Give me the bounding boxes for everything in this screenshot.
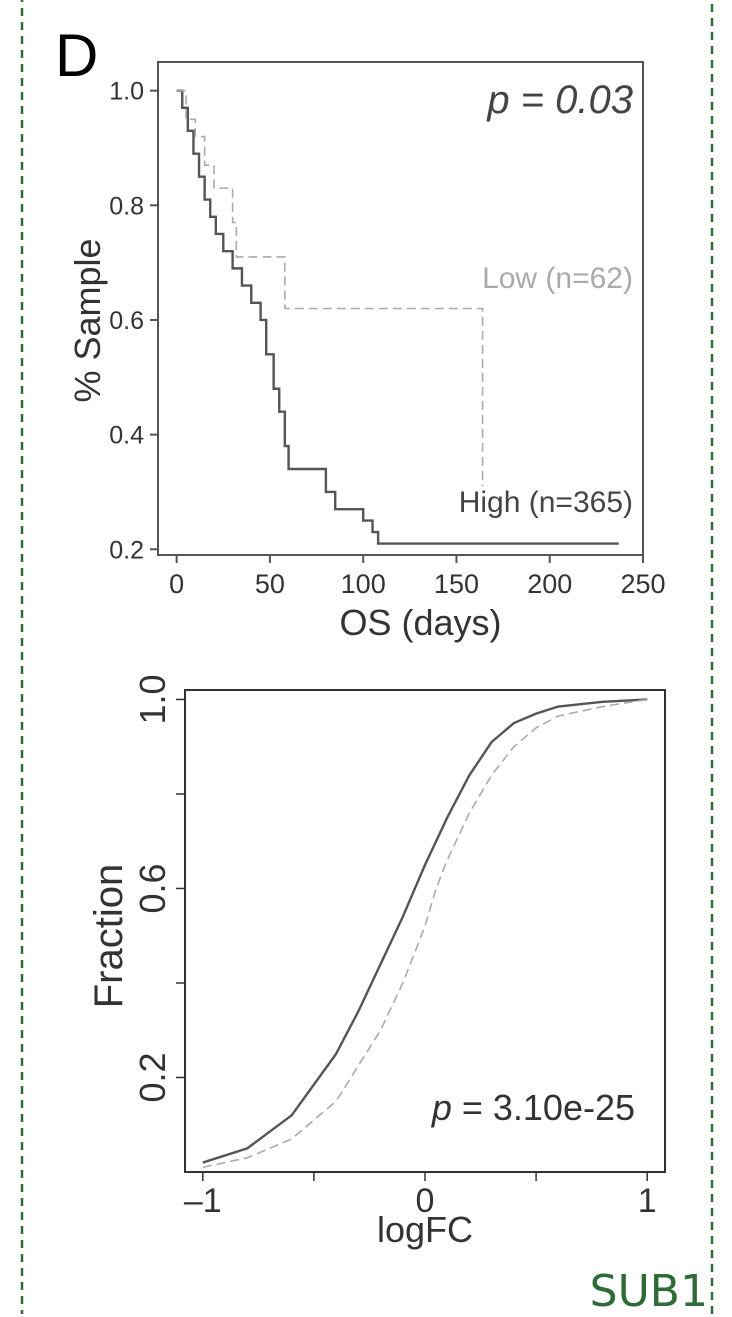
gene-label: SUB1 xyxy=(589,1266,708,1317)
x-tick-label: 0 xyxy=(416,1182,435,1220)
x-axis-label: OS (days) xyxy=(339,602,501,643)
x-tick-label: 50 xyxy=(255,569,285,599)
y-axis-label: % Sample xyxy=(67,238,108,402)
x-tick-label: –1 xyxy=(184,1182,222,1220)
low-survival-line xyxy=(176,89,484,487)
y-tick-label: 0.2 xyxy=(109,536,144,564)
p-value-annotation: p = 0.03 xyxy=(486,78,633,122)
y-tick-label: 0.6 xyxy=(109,307,144,335)
y-tick-label: 0.8 xyxy=(109,192,144,220)
cdf-fraction-chart: 0.2 0.6 1.0 –1 0 1 logFC Fraction p = 3.10e-25 xyxy=(87,674,666,1250)
solid-cdf-line xyxy=(202,698,648,1164)
high-survival-line xyxy=(176,89,619,545)
km-survival-chart: 0.2 0.4 0.6 0.8 1.0 0 50 100 150 200 250 OS (days)%… xyxy=(67,61,666,643)
low-series-label: Low (n=62) xyxy=(482,262,633,295)
y-axis-label: Fraction xyxy=(87,864,131,1009)
plot-frame xyxy=(157,61,644,556)
y-tick-label: 1.0 xyxy=(109,78,144,106)
x-tick-label: 250 xyxy=(620,569,665,599)
dashed-cdf-line xyxy=(202,698,648,1169)
x-tick-label: 1 xyxy=(638,1182,657,1220)
x-tick-label: 100 xyxy=(341,569,386,599)
x-tick-label: 0 xyxy=(169,569,184,599)
p-value-annotation: p = 3.10e-25 xyxy=(431,1087,635,1128)
high-series-label: High (n=365) xyxy=(459,486,633,519)
y-tick-label: 1.0 xyxy=(132,674,173,724)
y-tick-label: 0.2 xyxy=(132,1052,173,1102)
y-tick-label: 0.6 xyxy=(132,863,173,913)
y-tick-label: 0.4 xyxy=(109,422,144,450)
x-tick-label: 150 xyxy=(434,569,479,599)
panel-letter: D xyxy=(55,22,99,89)
x-axis-label: logFC xyxy=(377,1209,473,1250)
x-tick-label: 200 xyxy=(527,569,572,599)
